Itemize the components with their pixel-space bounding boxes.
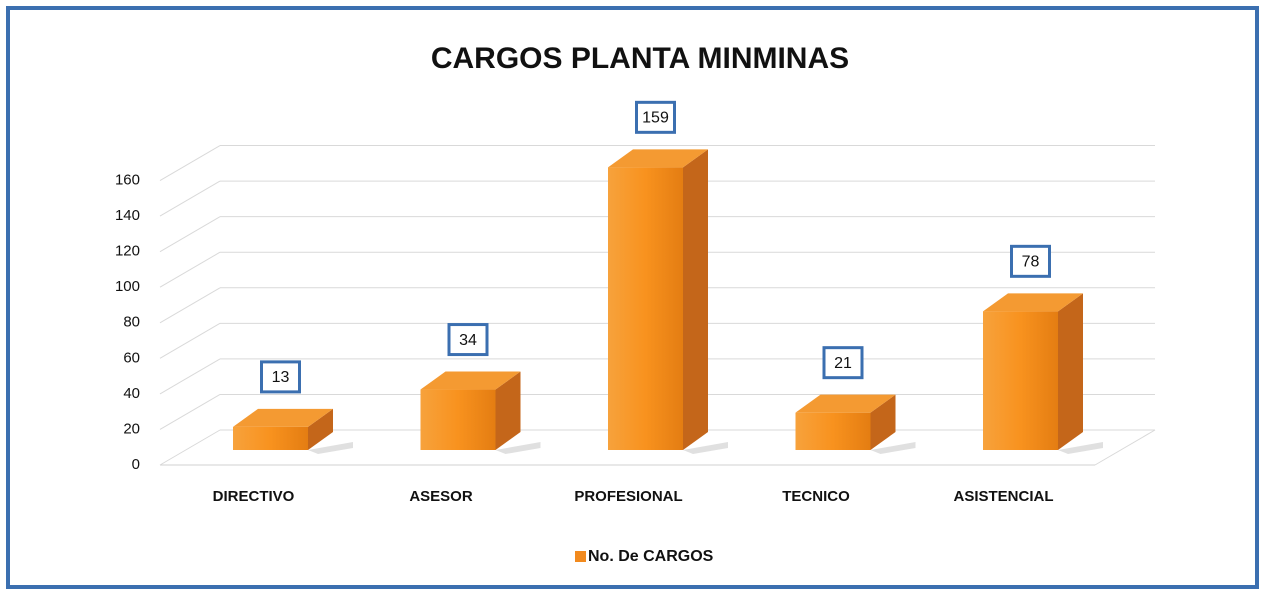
bar-side	[1058, 293, 1083, 450]
y-tick-label: 0	[132, 456, 140, 473]
y-tick-label: 40	[123, 385, 140, 402]
y-tick-label: 140	[115, 207, 140, 224]
grid-line	[159, 180, 221, 217]
grid-line	[159, 251, 221, 288]
bar-top	[983, 293, 1083, 312]
bar-side	[308, 408, 333, 450]
y-tick-label: 160	[115, 172, 140, 189]
grid-line	[159, 358, 221, 395]
value-label: 159	[642, 110, 669, 127]
grid-line	[159, 429, 221, 466]
grid-line	[159, 216, 221, 253]
grid-line	[159, 287, 221, 324]
value-label: 78	[1022, 254, 1040, 271]
value-label-box	[822, 346, 864, 380]
bar-top	[233, 408, 333, 427]
value-label-box	[635, 100, 676, 134]
chart-title: CARGOS PLANTA MINMINAS	[431, 42, 849, 75]
x-tick-label: ASISTENCIAL	[953, 488, 1053, 505]
legend-label: No. De CARGOS	[588, 548, 714, 565]
bar	[420, 389, 496, 450]
x-tick-label: DIRECTIVO	[213, 488, 295, 505]
bar	[608, 167, 683, 451]
y-tick-label: 20	[123, 420, 140, 437]
bar-side	[495, 371, 521, 450]
legend-swatch	[575, 551, 586, 562]
grid-line	[159, 394, 221, 430]
bar-shadow	[495, 442, 541, 454]
bar	[795, 412, 871, 450]
grid-line	[159, 322, 221, 359]
bar-shadow	[1058, 442, 1103, 454]
value-label: 34	[459, 332, 477, 349]
x-tick-label: PROFESIONAL	[574, 488, 682, 505]
grid-line	[159, 145, 221, 181]
y-tick-label: 120	[115, 243, 140, 260]
value-label-box	[447, 323, 489, 357]
value-label-box	[1010, 244, 1051, 278]
value-label: 21	[834, 355, 852, 372]
y-tick-label: 100	[115, 278, 140, 295]
bar-side	[683, 149, 708, 451]
bar-shadow	[870, 442, 916, 454]
bar-shadow	[683, 442, 728, 454]
floor-edge	[1094, 429, 1156, 466]
bar	[983, 311, 1058, 450]
x-tick-label: ASESOR	[409, 488, 473, 505]
value-label-box	[260, 360, 301, 394]
bar-top	[795, 394, 896, 413]
bar	[233, 426, 308, 450]
value-label: 13	[272, 369, 290, 386]
bar-side	[870, 394, 896, 450]
bar-top	[608, 149, 708, 168]
bar-top	[420, 371, 521, 390]
bar-shadow	[308, 442, 353, 454]
x-tick-label: TECNICO	[782, 488, 850, 505]
y-tick-label: 60	[123, 349, 140, 366]
bars: 13 34 159 21 78	[233, 100, 1103, 454]
y-tick-label: 80	[123, 314, 140, 331]
